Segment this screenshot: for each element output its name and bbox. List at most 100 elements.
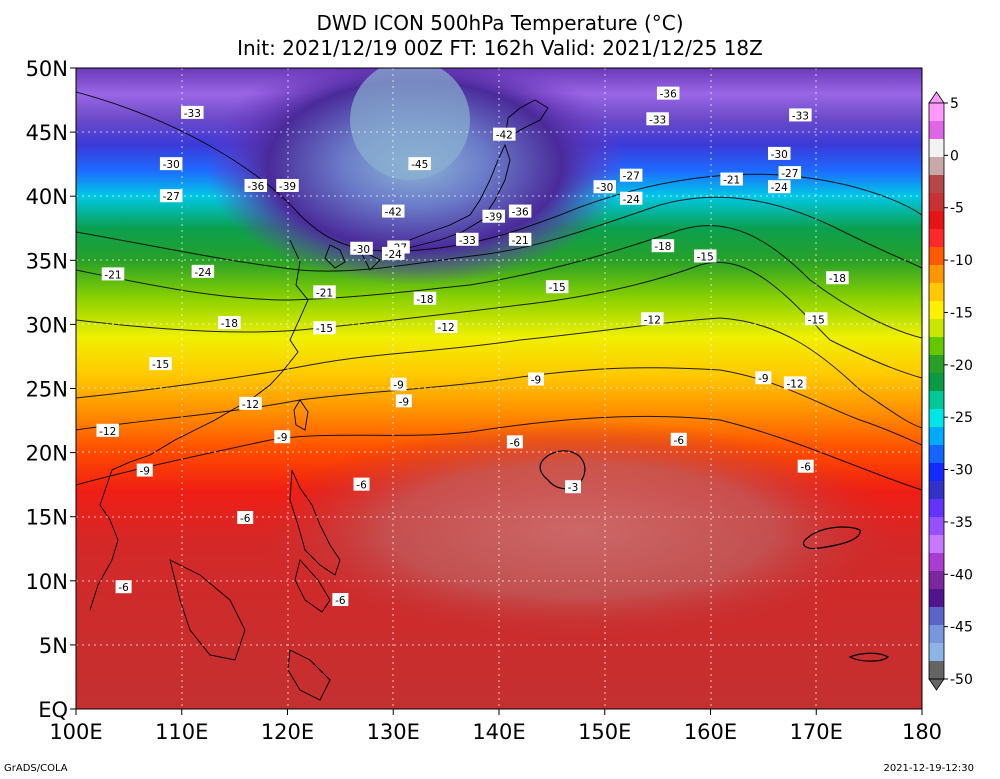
contour-label: -18 — [826, 271, 849, 285]
lat-tick-label: 20N — [26, 442, 68, 466]
contour-label: -33 — [456, 232, 479, 247]
colorbar-swatch — [929, 157, 944, 176]
contour-label-text: -6 — [800, 462, 811, 474]
colorbar-swatch — [929, 229, 944, 248]
colorbar-swatch — [929, 499, 944, 518]
colorbar-swatch — [929, 571, 944, 590]
contour-label-bg — [395, 394, 412, 408]
lat-tick-label: 15N — [26, 506, 68, 530]
lat-tick-label: 10N — [26, 570, 68, 594]
contour-label-text: -18 — [221, 318, 238, 330]
contour-label-text: -12 — [99, 426, 116, 438]
contour-label: -9 — [274, 430, 291, 444]
lat-tick-label: 50N — [26, 57, 68, 81]
contour-label-bg — [136, 463, 153, 477]
contour-label-text: -33 — [459, 235, 476, 247]
lon-tick-label: 120E — [261, 720, 314, 744]
contour-label: -27 — [159, 189, 183, 203]
lon-tick-label: 130E — [367, 720, 420, 744]
contour-label-text: -12 — [787, 378, 804, 390]
contour-label-text: -45 — [411, 159, 428, 171]
contour-label: -3 — [565, 480, 582, 494]
contour-label-text: -24 — [385, 249, 402, 261]
contour-label-bg — [382, 246, 405, 260]
contour-label: -21 — [508, 232, 532, 247]
contour-label-text: -18 — [829, 273, 846, 285]
colorbar-label: 5 — [950, 96, 959, 112]
contour-label: -6 — [332, 593, 349, 607]
contour-label-bg — [783, 376, 807, 390]
contour-label: -42 — [382, 204, 405, 219]
contour-label-text: -21 — [723, 175, 740, 187]
colorbar-swatch — [929, 535, 944, 554]
contour-label-bg — [413, 291, 437, 305]
contour-label-bg — [353, 477, 370, 491]
contour-label-bg — [508, 204, 532, 218]
contour-label: -21 — [313, 285, 336, 299]
colorbar-label: -50 — [950, 672, 973, 688]
lat-tick-label: EQ — [38, 698, 68, 722]
contour-label-text: -33 — [792, 110, 809, 122]
contour-label-bg — [767, 180, 791, 194]
contour-label-bg — [670, 432, 687, 446]
colorbar-swatch — [929, 121, 944, 140]
colorbar-label: -45 — [950, 620, 973, 636]
colorbar-swatch — [929, 301, 944, 320]
lon-tick-label: 180 — [902, 720, 942, 744]
contour-label-text: -9 — [139, 466, 149, 478]
contour-label-text: -18 — [416, 294, 433, 306]
contour-label-text: -6 — [356, 480, 367, 492]
contour-label: -15 — [805, 312, 828, 326]
latitude-ticks: 50N 45N 40N 35N 30N 25N 20N 15N 10N 5N EQ — [26, 57, 76, 722]
contour-label-bg — [641, 312, 664, 326]
lon-tick-label: 100E — [49, 720, 102, 744]
colorbar-label: -10 — [950, 253, 973, 269]
contour-label-bg — [656, 86, 680, 100]
contour-label-bg — [720, 172, 743, 186]
contour-label-text: -27 — [623, 171, 640, 183]
contour-label: -9 — [528, 372, 545, 387]
contour-label-bg — [619, 168, 643, 182]
contour-label: -9 — [395, 394, 412, 408]
contour-label: -24 — [191, 264, 215, 279]
warm-region — [260, 420, 900, 640]
cold-center — [350, 68, 470, 180]
contour-label: -42 — [493, 127, 516, 142]
lat-tick-label: 30N — [26, 313, 68, 337]
contour-label-text: -12 — [644, 314, 661, 326]
contour-label-text: -9 — [531, 375, 541, 387]
coastlines — [89, 99, 549, 701]
colorbar-label: 0 — [950, 148, 959, 164]
contour-label-bg — [755, 371, 772, 385]
lat-tick-label: 40N — [26, 185, 68, 209]
contour-label: -15 — [313, 321, 336, 335]
contour-label-text: -39 — [279, 181, 296, 193]
contour-label: -36 — [244, 178, 268, 193]
contour-label: -6 — [353, 477, 370, 492]
contour-label: -12 — [434, 319, 458, 334]
contour-label-bg — [408, 157, 431, 171]
contour-label: -18 — [413, 291, 437, 306]
colorbar-swatch — [929, 643, 944, 662]
lat-lon-grid — [76, 68, 922, 709]
contour-label-bg — [789, 108, 812, 122]
contour-label-bg — [181, 105, 204, 119]
contour-label-bg — [508, 232, 532, 246]
lat-tick-label: 35N — [26, 249, 68, 273]
contour-label-bg — [482, 209, 505, 223]
colorbar-label: -25 — [950, 410, 973, 426]
contour-label-text: -15 — [697, 251, 714, 263]
contour-label: -9 — [390, 377, 407, 392]
lon-tick-label: 150E — [578, 720, 631, 744]
contour-label-text: -15 — [549, 282, 566, 294]
contour-label-text: -21 — [316, 287, 333, 299]
contour-label: -9 — [755, 371, 772, 385]
colorbar-swatch — [929, 265, 944, 284]
contour-label: -36 — [656, 86, 680, 101]
contour-label: -18 — [218, 316, 241, 330]
colorbar-swatch — [929, 517, 944, 536]
lon-tick-label: 110E — [155, 720, 208, 744]
colorbar-label: -30 — [950, 463, 973, 479]
contour-label-bg — [651, 239, 675, 253]
colorbar-frame — [928, 102, 945, 680]
